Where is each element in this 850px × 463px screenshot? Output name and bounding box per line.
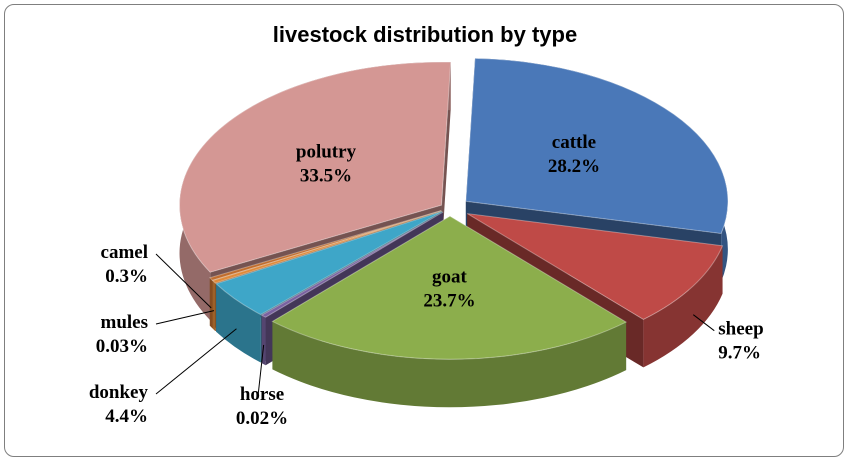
slice-label-goat: goat	[432, 267, 468, 288]
slice-value-goat: 23.7%	[423, 291, 475, 312]
slice-sheep	[466, 213, 724, 320]
slice-label-donkey: donkey	[89, 382, 149, 403]
chart-title: livestock distribution by type	[272, 22, 578, 47]
slice-value-donkey: 4.4%	[105, 406, 148, 427]
slice-labels: cattle 28.2% sheep 9.7% goat 23.7% horse 0.02% d…	[89, 132, 764, 429]
slice-horse	[260, 211, 444, 318]
slice-value-cattle: 28.2%	[548, 156, 600, 177]
slice-donkey	[215, 210, 443, 316]
slice-label-camel: camel	[101, 242, 148, 263]
slice-camel	[208, 210, 442, 281]
slice-value-polutry: 33.5%	[300, 166, 352, 187]
slice-value-horse: 0.02%	[236, 408, 288, 429]
slice-label-mules: mules	[101, 312, 149, 333]
slice-cattle	[465, 57, 729, 235]
slice-value-sheep: 9.7%	[718, 343, 761, 364]
slice-polutry	[179, 61, 452, 273]
slice-label-horse: horse	[240, 384, 284, 405]
leader-lines	[155, 253, 715, 397]
slice-value-mules: 0.03%	[96, 336, 148, 357]
slice-label-polutry: polutry	[296, 142, 357, 163]
slice-label-cattle: cattle	[552, 132, 596, 153]
pie-tops	[179, 57, 729, 360]
slice-mules	[211, 210, 442, 284]
slice-goat	[271, 215, 628, 360]
slice-label-sheep: sheep	[718, 319, 763, 340]
slice-value-camel: 0.3%	[105, 266, 148, 287]
